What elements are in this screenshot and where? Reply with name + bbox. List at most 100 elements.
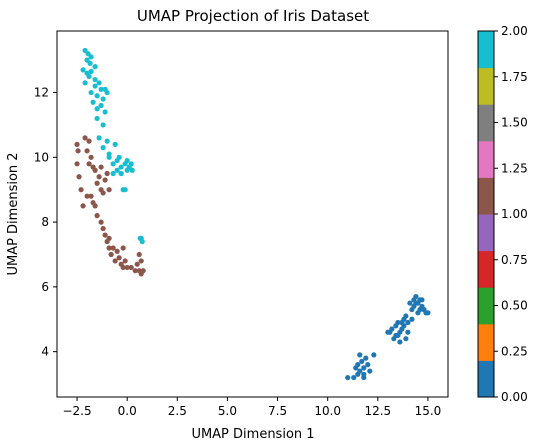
scatter-point-class-1	[86, 138, 92, 144]
scatter-point-class-1	[106, 245, 112, 251]
scatter-point-class-0	[411, 303, 417, 309]
scatter-point-class-2	[94, 93, 100, 99]
scatter-point-class-1	[122, 258, 128, 264]
scatter-point-class-0	[359, 358, 365, 364]
scatter-point-class-2	[94, 106, 100, 112]
scatter-point-class-1	[100, 190, 106, 196]
x-axis-label: UMAP Dimension 1	[191, 427, 314, 442]
scatter-point-class-1	[88, 193, 94, 199]
scatter-point-class-0	[361, 371, 367, 377]
scatter-point-class-0	[351, 374, 357, 381]
y-tick-label: 8	[41, 215, 49, 229]
scatter-point-class-2	[124, 157, 130, 164]
scatter-point-class-0	[361, 365, 367, 371]
scatter-point-class-1	[120, 264, 126, 271]
scatter-point-class-2	[90, 99, 96, 105]
scatter-point-class-2	[94, 115, 100, 122]
scatter-point-class-1	[94, 180, 100, 186]
scatter-point-class-2	[82, 80, 88, 86]
x-tick-label: 5.0	[218, 404, 237, 418]
colorbar-tick-label: 1.50	[501, 116, 528, 130]
scatter-point-class-1	[84, 148, 90, 154]
chart-title: UMAP Projection of Iris Dataset	[137, 7, 369, 25]
scatter-point-class-1	[100, 225, 106, 232]
scatter-point-class-1	[76, 174, 82, 180]
scatter-point-class-1	[124, 264, 130, 271]
scatter-point-class-1	[132, 268, 138, 274]
colorbar-block	[478, 323, 494, 361]
scatter-point-class-0	[413, 293, 419, 300]
scatter-point-class-1	[120, 245, 126, 251]
scatter-point-class-0	[357, 352, 363, 358]
y-axis-ticks: 4 6 8 10 12	[34, 86, 57, 359]
colorbar-block	[478, 67, 494, 105]
scatter-point-class-0	[363, 355, 369, 361]
colorbar-tick-label: 2.00	[501, 24, 528, 38]
colorbar-block	[478, 250, 494, 288]
scatter-point-class-2	[92, 64, 98, 70]
x-tick-label: 7.5	[268, 404, 287, 418]
scatter-point-class-2	[110, 170, 116, 177]
scatter-point-class-1	[75, 148, 81, 154]
colorbar-block	[478, 214, 494, 252]
scatter-point-class-2	[100, 122, 106, 128]
y-tick-label: 10	[34, 150, 49, 164]
colorbar-block	[478, 104, 494, 142]
scatter-point-class-2	[92, 83, 98, 89]
colorbar-tick-label: 1.25	[501, 161, 528, 175]
scatter-point-class-1	[134, 261, 140, 267]
scatter-point-class-2	[106, 154, 112, 160]
plot-frame	[56, 30, 449, 398]
scatter-point-class-2	[86, 73, 92, 79]
scatter-point-class-1	[114, 248, 120, 254]
scatter-point-class-0	[345, 374, 351, 381]
scatter-point-class-2	[96, 135, 102, 141]
x-tick-label: 15.0	[415, 404, 442, 418]
scatter-point-class-2	[92, 76, 98, 83]
scatter-point-class-2	[102, 109, 108, 115]
scatter-point-class-0	[409, 316, 415, 322]
scatter-point-class-1	[84, 193, 90, 199]
y-tick-label: 12	[34, 86, 49, 100]
scatter-point-class-0	[407, 300, 413, 306]
scatter-point-class-2	[118, 170, 124, 177]
scatter-point-class-1	[110, 245, 116, 251]
scatter-point-class-0	[425, 310, 431, 316]
x-axis-ticks: −2.5 0.0 2.5 5.0 7.5 10.0 12.5 15.0	[62, 397, 441, 418]
x-tick-label: 12.5	[364, 404, 391, 418]
scatter-point-class-0	[397, 339, 403, 345]
colorbar-tick-label: 0.50	[501, 299, 528, 313]
scatter-point-class-0	[357, 368, 363, 374]
scatter-point-class-2	[88, 68, 94, 75]
scatter-point-class-2	[87, 60, 93, 66]
scatter-point-class-1	[92, 203, 98, 209]
colorbar-block	[478, 287, 494, 325]
colorbar-tick-label: 0.25	[501, 344, 528, 358]
scatter-point-class-1	[74, 141, 80, 147]
scatter-point-class-1	[88, 154, 94, 160]
x-tick-label: 10.0	[314, 404, 341, 418]
scatter-point-class-2	[100, 145, 106, 151]
scatter-point-class-1	[102, 177, 108, 183]
scatter-point-class-1	[106, 187, 112, 193]
scatter-point-class-1	[104, 170, 110, 177]
scatter-point-class-1	[98, 164, 104, 170]
x-tick-label: −2.5	[62, 404, 91, 418]
scatter-point-class-2	[80, 67, 86, 73]
colorbar-ticks: 0.00 0.25 0.50 0.75 1.00 1.25 1.50 1.75 2.00	[494, 24, 528, 404]
scatter-point-class-0	[387, 329, 393, 335]
scatter-point-class-2	[98, 102, 104, 109]
colorbar: 0.00 0.25 0.50 0.75 1.00 1.25 1.50 1.75 2.00	[477, 24, 528, 404]
scatter-point-class-1	[116, 255, 122, 261]
colorbar-tick-label: 0.75	[501, 253, 528, 267]
scatter-point-class-2	[88, 54, 94, 60]
scatter-point-class-2	[128, 161, 134, 167]
colorbar-block	[478, 177, 494, 215]
scatter-point-class-2	[118, 164, 124, 170]
y-axis-label: UMAP Dimension 2	[6, 152, 21, 275]
scatter-point-class-2	[129, 167, 135, 173]
scatter-point-class-2	[122, 187, 128, 193]
scatter-point-class-1	[86, 161, 92, 167]
scatter-point-class-0	[399, 319, 405, 326]
scatter-point-class-0	[367, 368, 373, 374]
